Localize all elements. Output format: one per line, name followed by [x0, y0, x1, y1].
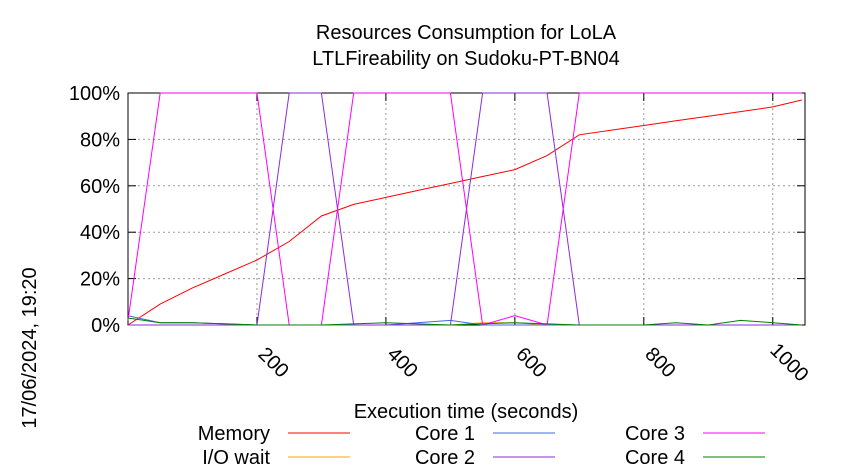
x-tick-label: 600 [512, 343, 551, 382]
plot-area [127, 92, 806, 326]
legend-label-i-o-wait: I/O wait [202, 447, 270, 469]
x-tick-label: 1000 [765, 339, 812, 386]
y-tick-label: 40% [80, 222, 120, 244]
x-axis-label: Execution time (seconds) [354, 401, 579, 423]
y-tick-label: 100% [69, 83, 120, 105]
series-line-memory [127, 99, 802, 326]
y-axis: 0% 20% 40% 60% 80% 100% [69, 83, 805, 337]
legend-label-core-3: Core 3 [625, 423, 685, 445]
timestamp: 17/06/2024, 19:20 [19, 267, 41, 428]
legend-label-memory: Memory [198, 423, 270, 445]
chart-subtitle: LTLFireability on Sudoku-PT-BN04 [312, 48, 620, 70]
x-tick-label: 200 [254, 343, 293, 382]
series-line-core-2 [128, 92, 802, 326]
series-line-core-3 [127, 92, 802, 326]
x-axis: 200 400 600 800 1000 [254, 93, 813, 386]
grid [128, 93, 805, 325]
y-tick-label: 80% [80, 129, 120, 151]
x-tick-label: 800 [640, 343, 679, 382]
legend-label-core-1: Core 1 [415, 423, 475, 445]
legend-label-core-4: Core 4 [625, 447, 685, 469]
y-tick-label: 20% [80, 269, 120, 291]
legend-label-core-2: Core 2 [415, 447, 475, 469]
y-tick-label: 60% [80, 176, 120, 198]
series-line-core-4 [127, 317, 802, 326]
series-lines [127, 92, 802, 326]
y-tick-label: 0% [91, 315, 120, 337]
chart-title: Resources Consumption for LoLA [316, 22, 617, 44]
x-tick-label: 400 [383, 343, 422, 382]
